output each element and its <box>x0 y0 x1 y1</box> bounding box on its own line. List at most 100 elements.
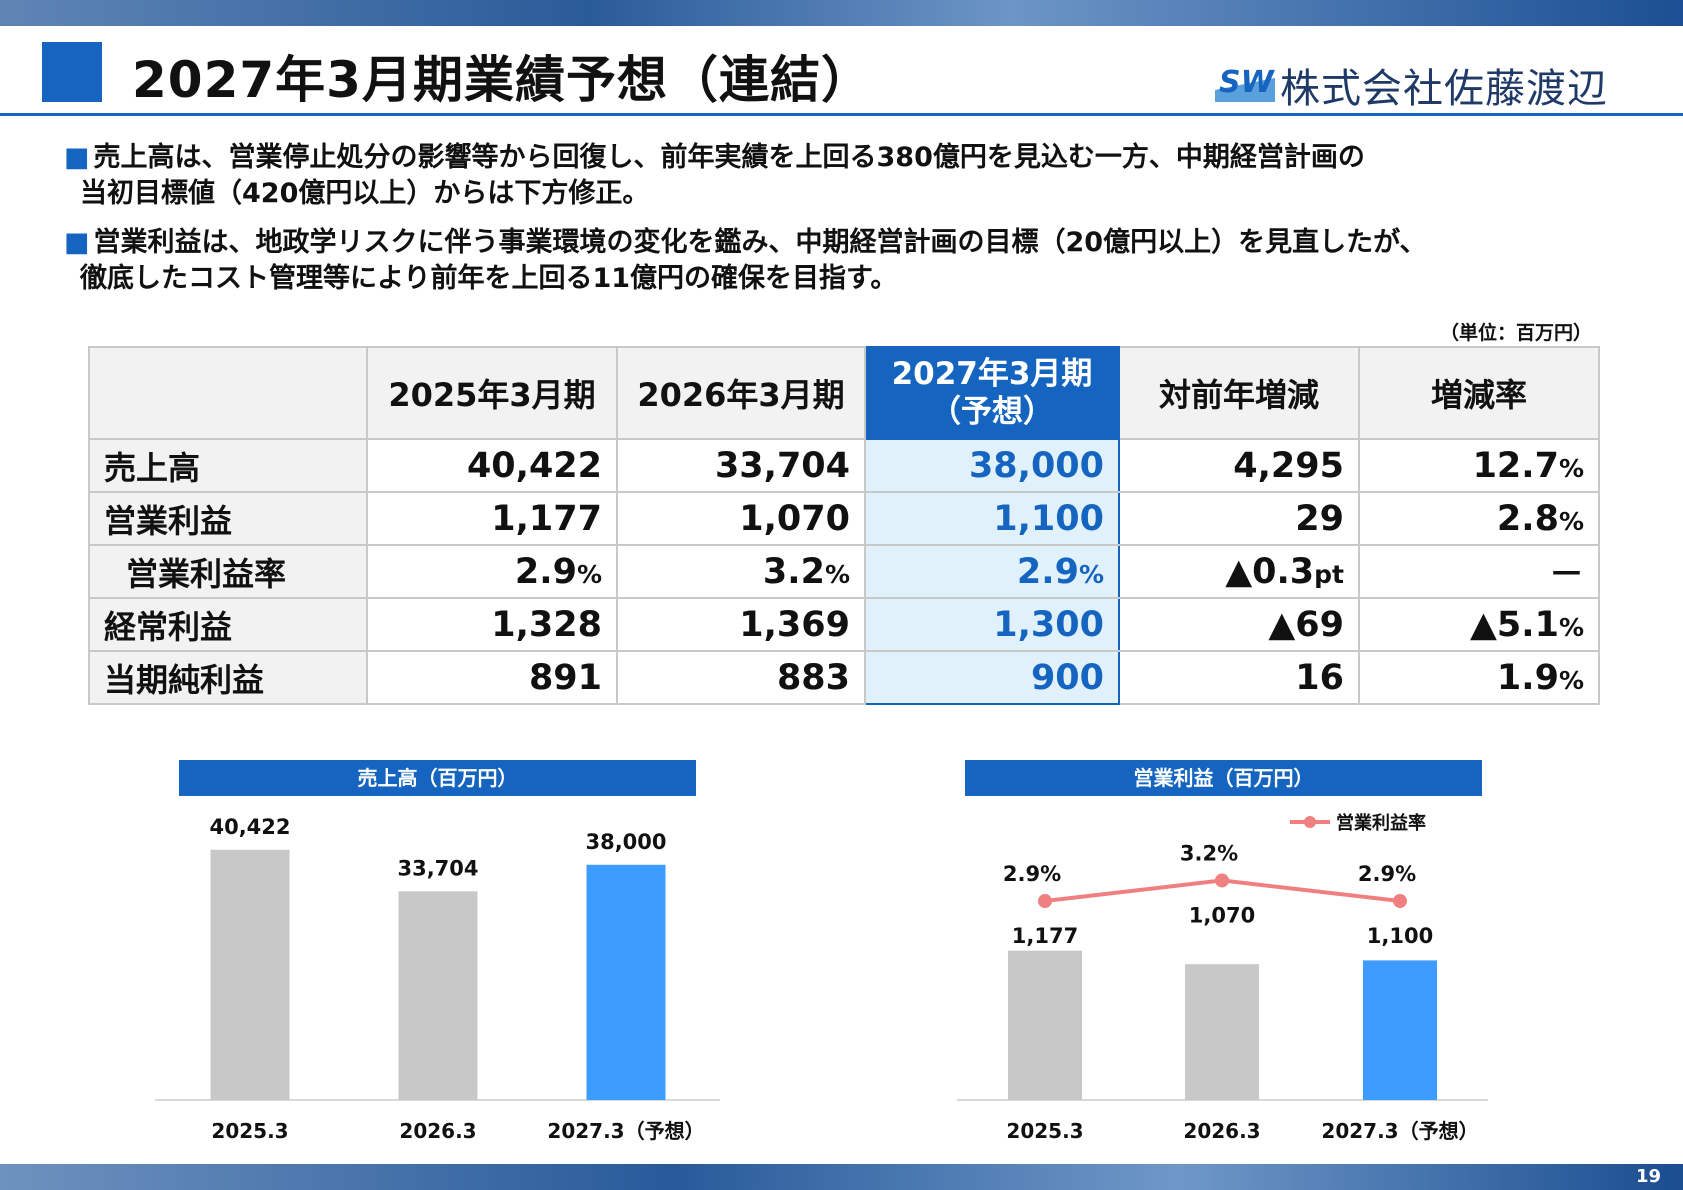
margin-point <box>1393 894 1407 909</box>
cell-rate: 1.9% <box>1358 650 1600 705</box>
header-yoy-change: 対前年増減 <box>1118 346 1360 440</box>
sales-bar <box>398 891 478 1100</box>
cell-fy2025: 1,328 <box>366 597 618 652</box>
row-label: 営業利益率 <box>88 544 368 599</box>
cell-yoy: 16 <box>1118 650 1360 705</box>
cell-value: 12.7 <box>1472 445 1559 486</box>
cell-rate: 2.8% <box>1358 491 1600 546</box>
legend-label: 営業利益率 <box>1336 812 1426 834</box>
bullet-text-cont: 徹底したコスト管理等により前年を上回る11億円の確保を目指す。 <box>80 263 898 294</box>
sales-bar-chart: 40,422 2025.3 33,704 2026.3 38,000 2027.3（予想） <box>155 815 720 1143</box>
op-profit-value-label: 1,070 <box>1189 903 1255 927</box>
op-profit-value-label: 1,177 <box>1012 924 1078 948</box>
cell-yoy: 29 <box>1118 491 1360 546</box>
header-fy2027-forecast: 2027年3月期 （予想） <box>864 346 1120 440</box>
cell-value: 3.2 <box>762 551 825 592</box>
cell-fy2026: 1,369 <box>616 597 866 652</box>
margin-value-label: 2.9% <box>1003 862 1061 886</box>
cell-yoy: 4,295 <box>1118 438 1360 493</box>
sales-bar <box>586 864 666 1100</box>
logo-text: SW <box>1219 65 1275 100</box>
bullet-text-cont: 当初目標値（420億円以上）からは下方修正。 <box>80 178 650 209</box>
cell-yoy: ▲0.3pt <box>1118 544 1360 599</box>
cell-value: 1.9 <box>1496 657 1559 698</box>
cell-value: ▲0.3 <box>1225 551 1315 592</box>
bullet-sales: ■ 売上高は、営業停止処分の影響等から回復し、前年実績を上回る380億円を見込む一… <box>64 140 1624 212</box>
bullet-marker: ■ <box>64 227 90 258</box>
cell-fy2025: 891 <box>366 650 618 705</box>
cell-unit: % <box>576 559 602 589</box>
cell-unit: % <box>1078 559 1104 589</box>
sales-value-label: 38,000 <box>585 830 666 854</box>
table-row: 売上高 40,422 33,704 38,000 4,295 12.7% <box>88 438 1600 493</box>
cell-fy2027: 1,300 <box>864 597 1120 652</box>
margin-point <box>1215 873 1229 888</box>
table-header-row: 2025年3月期 2026年3月期 2027年3月期 （予想） 対前年増減 増減… <box>88 346 1600 440</box>
bullet-text: 営業利益は、地政学リスクに伴う事業環境の変化を鑑み、中期経営計画の目標（20億円… <box>93 227 1427 258</box>
cell-value: 16 <box>1295 657 1344 698</box>
margin-value-label: 3.2% <box>1180 841 1238 865</box>
cell-fy2027: 2.9% <box>864 544 1120 599</box>
op-profit-bar <box>1008 950 1082 1100</box>
header-blank <box>88 346 368 440</box>
cell-rate: 12.7% <box>1358 438 1600 493</box>
header-fy2027: 2027年3月期 <box>891 356 1093 392</box>
bullet-text: 売上高は、営業停止処分の影響等から回復し、前年実績を上回る380億円を見込む一方… <box>93 142 1365 173</box>
cell-unit: % <box>1558 453 1584 483</box>
op-profit-category-label: 2025.3 <box>1006 1119 1083 1143</box>
sales-value-label: 33,704 <box>397 856 478 880</box>
cell-fy2026: 3.2% <box>616 544 866 599</box>
forecast-table: 2025年3月期 2026年3月期 2027年3月期 （予想） 対前年増減 増減… <box>88 346 1600 705</box>
cell-value: 2.9 <box>1016 551 1079 592</box>
cell-unit: % <box>1558 612 1584 642</box>
header-fy2026: 2026年3月期 <box>616 346 866 440</box>
op-profit-category-label: 2026.3 <box>1183 1119 1260 1143</box>
table-row: 当期純利益 891 883 900 16 1.9% <box>88 650 1600 705</box>
op-profit-bar <box>1363 960 1437 1100</box>
cell-fy2027: 900 <box>864 650 1120 705</box>
row-label: 営業利益 <box>88 491 368 546</box>
cell-fy2026: 33,704 <box>616 438 866 493</box>
cell-fy2026: 1,070 <box>616 491 866 546</box>
sales-category-label: 2027.3（予想） <box>547 1119 704 1143</box>
op-profit-chart-title: 営業利益（百万円） <box>965 760 1482 796</box>
cell-fy2025: 2.9% <box>366 544 618 599</box>
row-label: 経常利益 <box>88 597 368 652</box>
cell-unit: pt <box>1314 559 1344 589</box>
top-decorative-band <box>0 0 1683 26</box>
cell-fy2027: 38,000 <box>864 438 1120 493</box>
sales-value-label: 40,422 <box>209 815 290 839</box>
cell-value: 4,295 <box>1233 445 1344 486</box>
cell-value: ▲69 <box>1268 604 1344 645</box>
op-profit-bar-chart: 2025.3 2026.3 2027.3（予想） 2.9% 1,177 3.2% 1,070… <box>957 812 1488 1143</box>
title-marker <box>42 42 102 102</box>
cell-yoy: ▲69 <box>1118 597 1360 652</box>
cell-rate: ▲5.1% <box>1358 597 1600 652</box>
cell-rate: － <box>1358 544 1600 599</box>
table-row: 営業利益率 2.9% 3.2% 2.9% ▲0.3pt － <box>88 544 1600 599</box>
title-divider <box>0 113 1683 116</box>
sales-chart-title: 売上高（百万円） <box>179 760 696 796</box>
sales-category-label: 2025.3 <box>211 1119 288 1143</box>
page-number: 19 <box>1635 1166 1661 1187</box>
legend-point-swatch <box>1304 816 1316 828</box>
row-label: 当期純利益 <box>88 650 368 705</box>
cell-fy2025: 40,422 <box>366 438 618 493</box>
op-profit-bar <box>1185 964 1259 1100</box>
margin-point <box>1038 894 1052 909</box>
cell-value: ▲5.1 <box>1470 604 1559 645</box>
company-name: 株式会社佐藤渡辺 <box>1280 66 1608 112</box>
row-label: 売上高 <box>88 438 368 493</box>
cell-unit: % <box>1558 665 1584 695</box>
cell-value: 2.9 <box>514 551 577 592</box>
sales-category-label: 2026.3 <box>399 1119 476 1143</box>
header-change-rate: 増減率 <box>1358 346 1600 440</box>
cell-fy2027: 1,100 <box>864 491 1120 546</box>
unit-label: （単位：百万円） <box>1440 322 1593 344</box>
bullet-marker: ■ <box>64 142 90 173</box>
table-row: 経常利益 1,328 1,369 1,300 ▲69 ▲5.1% <box>88 597 1600 652</box>
header-fy2025: 2025年3月期 <box>366 346 618 440</box>
cell-fy2025: 1,177 <box>366 491 618 546</box>
cell-value: 29 <box>1295 498 1344 539</box>
cell-fy2026: 883 <box>616 650 866 705</box>
